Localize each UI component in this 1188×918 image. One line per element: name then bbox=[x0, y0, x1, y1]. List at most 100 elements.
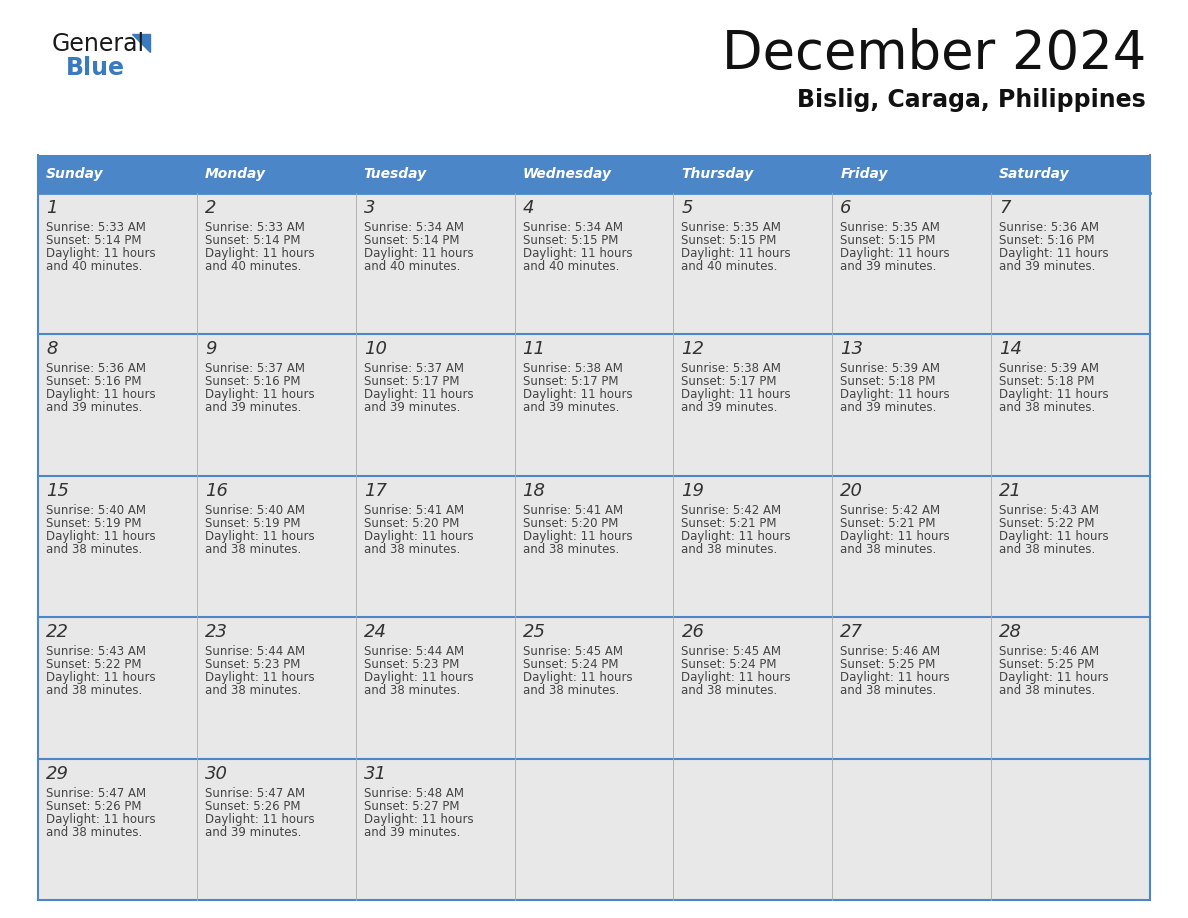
Text: 6: 6 bbox=[840, 199, 852, 217]
Text: and 40 minutes.: and 40 minutes. bbox=[46, 260, 143, 273]
Text: Bislig, Caraga, Philippines: Bislig, Caraga, Philippines bbox=[797, 88, 1146, 112]
Text: Sunset: 5:16 PM: Sunset: 5:16 PM bbox=[999, 234, 1094, 247]
Text: and 39 minutes.: and 39 minutes. bbox=[364, 825, 460, 839]
Text: Sunrise: 5:37 AM: Sunrise: 5:37 AM bbox=[204, 363, 305, 375]
Text: Sunset: 5:17 PM: Sunset: 5:17 PM bbox=[364, 375, 460, 388]
Bar bbox=[197, 617, 355, 758]
Text: and 38 minutes.: and 38 minutes. bbox=[204, 543, 301, 555]
Bar bbox=[197, 193, 355, 334]
Text: and 38 minutes.: and 38 minutes. bbox=[999, 684, 1095, 697]
Text: Daylight: 11 hours: Daylight: 11 hours bbox=[523, 247, 632, 260]
Text: Daylight: 11 hours: Daylight: 11 hours bbox=[364, 812, 473, 825]
Text: and 38 minutes.: and 38 minutes. bbox=[204, 684, 301, 697]
Text: Sunset: 5:26 PM: Sunset: 5:26 PM bbox=[204, 800, 301, 812]
Text: and 39 minutes.: and 39 minutes. bbox=[523, 401, 619, 414]
Text: and 39 minutes.: and 39 minutes. bbox=[364, 401, 460, 414]
Text: Daylight: 11 hours: Daylight: 11 hours bbox=[840, 530, 950, 543]
Bar bbox=[674, 334, 833, 476]
Bar bbox=[514, 758, 674, 900]
Text: Sunrise: 5:36 AM: Sunrise: 5:36 AM bbox=[46, 363, 146, 375]
Text: Daylight: 11 hours: Daylight: 11 hours bbox=[364, 671, 473, 684]
Text: 10: 10 bbox=[364, 341, 387, 358]
Text: 19: 19 bbox=[682, 482, 704, 499]
Text: and 38 minutes.: and 38 minutes. bbox=[999, 543, 1095, 555]
Text: Daylight: 11 hours: Daylight: 11 hours bbox=[999, 530, 1108, 543]
Bar bbox=[38, 617, 197, 758]
Text: Sunrise: 5:41 AM: Sunrise: 5:41 AM bbox=[364, 504, 463, 517]
Bar bbox=[38, 758, 197, 900]
Bar bbox=[833, 617, 991, 758]
Bar bbox=[674, 758, 833, 900]
Text: Daylight: 11 hours: Daylight: 11 hours bbox=[364, 247, 473, 260]
Bar bbox=[197, 758, 355, 900]
Bar bbox=[355, 617, 514, 758]
Text: Thursday: Thursday bbox=[682, 167, 753, 181]
Text: Daylight: 11 hours: Daylight: 11 hours bbox=[999, 388, 1108, 401]
Text: 20: 20 bbox=[840, 482, 864, 499]
Text: and 38 minutes.: and 38 minutes. bbox=[840, 543, 936, 555]
Text: and 38 minutes.: and 38 minutes. bbox=[523, 543, 619, 555]
Text: Wednesday: Wednesday bbox=[523, 167, 612, 181]
Text: Sunrise: 5:40 AM: Sunrise: 5:40 AM bbox=[204, 504, 305, 517]
Text: 27: 27 bbox=[840, 623, 864, 641]
Bar bbox=[991, 334, 1150, 476]
Bar bbox=[991, 617, 1150, 758]
Text: Daylight: 11 hours: Daylight: 11 hours bbox=[204, 671, 315, 684]
Text: 28: 28 bbox=[999, 623, 1022, 641]
Text: 13: 13 bbox=[840, 341, 864, 358]
Text: 4: 4 bbox=[523, 199, 535, 217]
Bar bbox=[38, 334, 197, 476]
Text: and 39 minutes.: and 39 minutes. bbox=[999, 260, 1095, 273]
Text: Sunset: 5:26 PM: Sunset: 5:26 PM bbox=[46, 800, 141, 812]
Text: Daylight: 11 hours: Daylight: 11 hours bbox=[46, 247, 156, 260]
Text: Sunset: 5:24 PM: Sunset: 5:24 PM bbox=[523, 658, 618, 671]
Text: Sunset: 5:20 PM: Sunset: 5:20 PM bbox=[523, 517, 618, 530]
Text: Sunday: Sunday bbox=[46, 167, 103, 181]
Text: 25: 25 bbox=[523, 623, 545, 641]
Text: Sunset: 5:25 PM: Sunset: 5:25 PM bbox=[840, 658, 936, 671]
Text: Sunset: 5:20 PM: Sunset: 5:20 PM bbox=[364, 517, 459, 530]
Text: Sunset: 5:15 PM: Sunset: 5:15 PM bbox=[523, 234, 618, 247]
Text: Daylight: 11 hours: Daylight: 11 hours bbox=[204, 530, 315, 543]
Text: Daylight: 11 hours: Daylight: 11 hours bbox=[204, 247, 315, 260]
Text: Daylight: 11 hours: Daylight: 11 hours bbox=[682, 530, 791, 543]
Text: and 38 minutes.: and 38 minutes. bbox=[46, 825, 143, 839]
Text: Daylight: 11 hours: Daylight: 11 hours bbox=[204, 812, 315, 825]
Text: December 2024: December 2024 bbox=[722, 28, 1146, 80]
Text: 21: 21 bbox=[999, 482, 1022, 499]
Text: 7: 7 bbox=[999, 199, 1011, 217]
Text: Sunset: 5:22 PM: Sunset: 5:22 PM bbox=[46, 658, 141, 671]
Text: Sunset: 5:14 PM: Sunset: 5:14 PM bbox=[46, 234, 141, 247]
Bar bbox=[674, 617, 833, 758]
Text: and 39 minutes.: and 39 minutes. bbox=[840, 260, 936, 273]
Bar bbox=[38, 155, 1150, 193]
Text: and 38 minutes.: and 38 minutes. bbox=[46, 543, 143, 555]
Text: Daylight: 11 hours: Daylight: 11 hours bbox=[999, 671, 1108, 684]
Text: Sunset: 5:14 PM: Sunset: 5:14 PM bbox=[204, 234, 301, 247]
Text: Sunrise: 5:44 AM: Sunrise: 5:44 AM bbox=[364, 645, 463, 658]
Bar bbox=[991, 193, 1150, 334]
Text: Sunset: 5:18 PM: Sunset: 5:18 PM bbox=[840, 375, 936, 388]
Text: Sunset: 5:21 PM: Sunset: 5:21 PM bbox=[840, 517, 936, 530]
Text: and 38 minutes.: and 38 minutes. bbox=[682, 543, 778, 555]
Text: Sunrise: 5:38 AM: Sunrise: 5:38 AM bbox=[682, 363, 782, 375]
Text: Sunset: 5:16 PM: Sunset: 5:16 PM bbox=[46, 375, 141, 388]
Text: Daylight: 11 hours: Daylight: 11 hours bbox=[204, 388, 315, 401]
Text: Sunrise: 5:37 AM: Sunrise: 5:37 AM bbox=[364, 363, 463, 375]
Text: Sunrise: 5:43 AM: Sunrise: 5:43 AM bbox=[999, 504, 1099, 517]
Text: Sunrise: 5:47 AM: Sunrise: 5:47 AM bbox=[46, 787, 146, 800]
Text: 14: 14 bbox=[999, 341, 1022, 358]
Text: Blue: Blue bbox=[67, 56, 125, 80]
Bar bbox=[38, 193, 197, 334]
Bar bbox=[197, 334, 355, 476]
Text: Sunrise: 5:45 AM: Sunrise: 5:45 AM bbox=[523, 645, 623, 658]
Bar bbox=[514, 193, 674, 334]
Text: Sunset: 5:17 PM: Sunset: 5:17 PM bbox=[682, 375, 777, 388]
Text: Daylight: 11 hours: Daylight: 11 hours bbox=[523, 671, 632, 684]
Text: Sunrise: 5:38 AM: Sunrise: 5:38 AM bbox=[523, 363, 623, 375]
Text: 5: 5 bbox=[682, 199, 693, 217]
Text: Sunset: 5:19 PM: Sunset: 5:19 PM bbox=[204, 517, 301, 530]
Bar bbox=[833, 193, 991, 334]
Text: Daylight: 11 hours: Daylight: 11 hours bbox=[840, 671, 950, 684]
Text: Daylight: 11 hours: Daylight: 11 hours bbox=[682, 388, 791, 401]
